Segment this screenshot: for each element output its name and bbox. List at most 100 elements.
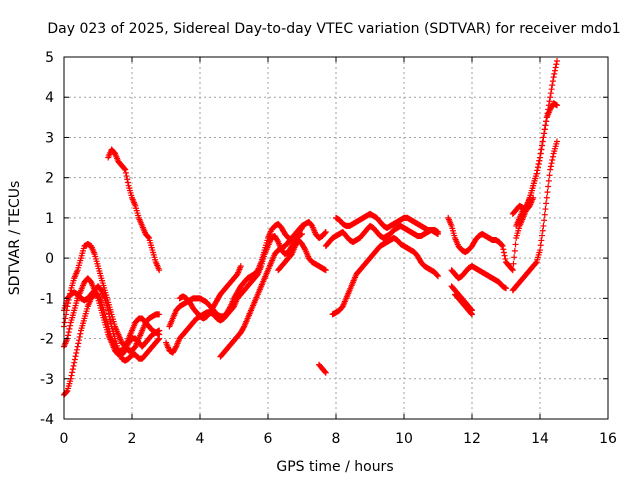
y-tick-label: -1 xyxy=(40,291,54,307)
data-point xyxy=(541,217,548,224)
data-point xyxy=(551,70,558,77)
data-point xyxy=(155,336,162,343)
data-point xyxy=(121,165,128,172)
data-point xyxy=(322,267,329,274)
data-point xyxy=(73,346,80,353)
data-point xyxy=(535,160,542,167)
data-point xyxy=(545,183,552,190)
data-point xyxy=(299,230,305,237)
series-arc-i xyxy=(217,218,329,360)
data-point xyxy=(65,332,72,339)
series-arc-p xyxy=(448,263,509,292)
data-point xyxy=(322,228,329,235)
data-point xyxy=(500,249,507,256)
data-point xyxy=(122,169,129,176)
series-arc-k xyxy=(316,361,329,376)
data-point xyxy=(156,311,163,318)
data-point xyxy=(322,229,329,236)
data-point xyxy=(550,74,557,81)
series-arc-r xyxy=(452,291,475,318)
y-tick-label: 2 xyxy=(45,171,54,187)
x-axis-label: GPS time / hours xyxy=(276,459,393,475)
data-point xyxy=(542,206,549,213)
data-point xyxy=(69,366,76,373)
x-tick-label: 0 xyxy=(60,431,69,447)
x-tick-label: 14 xyxy=(531,431,549,447)
data-point xyxy=(536,157,543,164)
data-point xyxy=(540,134,547,141)
y-tick-label: 1 xyxy=(45,211,54,227)
data-point xyxy=(538,237,545,244)
data-point xyxy=(61,319,68,326)
data-point xyxy=(543,118,550,125)
data-point xyxy=(543,194,550,201)
data-point xyxy=(537,154,543,161)
data-point xyxy=(539,142,546,149)
data-point xyxy=(502,255,509,262)
data-point xyxy=(74,343,81,350)
data-point xyxy=(551,67,558,74)
data-point xyxy=(548,86,555,93)
data-point xyxy=(105,310,112,317)
data-point xyxy=(63,388,70,395)
data-point xyxy=(237,263,244,270)
data-point xyxy=(66,325,73,332)
data-point xyxy=(537,247,543,254)
data-point xyxy=(538,146,545,153)
data-point xyxy=(534,167,541,174)
data-point xyxy=(510,260,517,267)
data-point xyxy=(240,324,247,331)
y-tick-label: -3 xyxy=(40,372,54,388)
data-point xyxy=(534,164,541,171)
data-point xyxy=(509,266,516,273)
data-point xyxy=(549,156,556,163)
series-arc-d xyxy=(61,291,163,398)
data-point xyxy=(321,368,328,375)
series-arc-n xyxy=(322,222,441,250)
data-point xyxy=(72,353,79,360)
data-point xyxy=(539,232,546,239)
data-point xyxy=(547,90,554,97)
x-tick-label: 6 xyxy=(264,431,273,447)
data-point xyxy=(75,340,82,347)
data-point xyxy=(554,102,560,109)
data-point xyxy=(548,160,555,167)
y-tick-label: 5 xyxy=(45,50,54,66)
series-arc-j xyxy=(275,237,329,274)
data-point xyxy=(69,369,76,376)
data-point xyxy=(68,372,75,379)
data-point xyxy=(511,254,518,261)
data-point xyxy=(537,242,544,249)
data-point xyxy=(274,237,281,244)
data-point xyxy=(543,200,550,207)
y-axis-label: SDTVAR / TECUs xyxy=(7,181,23,296)
data-point xyxy=(549,153,556,160)
data-point xyxy=(547,94,554,101)
data-point xyxy=(71,359,78,366)
data-point xyxy=(73,350,80,357)
data-point xyxy=(539,227,546,234)
data-point xyxy=(77,330,84,337)
y-tick-label: 0 xyxy=(45,251,54,267)
x-tick-label: 10 xyxy=(395,431,413,447)
data-point xyxy=(172,344,179,351)
x-tick-label: 16 xyxy=(599,431,617,447)
data-point xyxy=(301,245,308,252)
data-point xyxy=(512,241,519,248)
data-point xyxy=(70,362,77,369)
data-point xyxy=(123,173,130,180)
data-point xyxy=(156,267,163,274)
series-arc-s xyxy=(509,138,560,294)
data-point xyxy=(541,211,548,218)
y-tick-label: 3 xyxy=(45,130,54,146)
data-point xyxy=(65,329,72,336)
y-tick-label: -4 xyxy=(40,412,54,428)
chart-title: Day 023 of 2025, Sidereal Day-to-day VTE… xyxy=(47,21,620,37)
data-point xyxy=(469,311,475,318)
data-point xyxy=(547,166,554,173)
data-point xyxy=(322,369,329,376)
data-point xyxy=(532,259,539,266)
series-arc-e xyxy=(105,146,163,274)
data-point xyxy=(554,58,560,65)
